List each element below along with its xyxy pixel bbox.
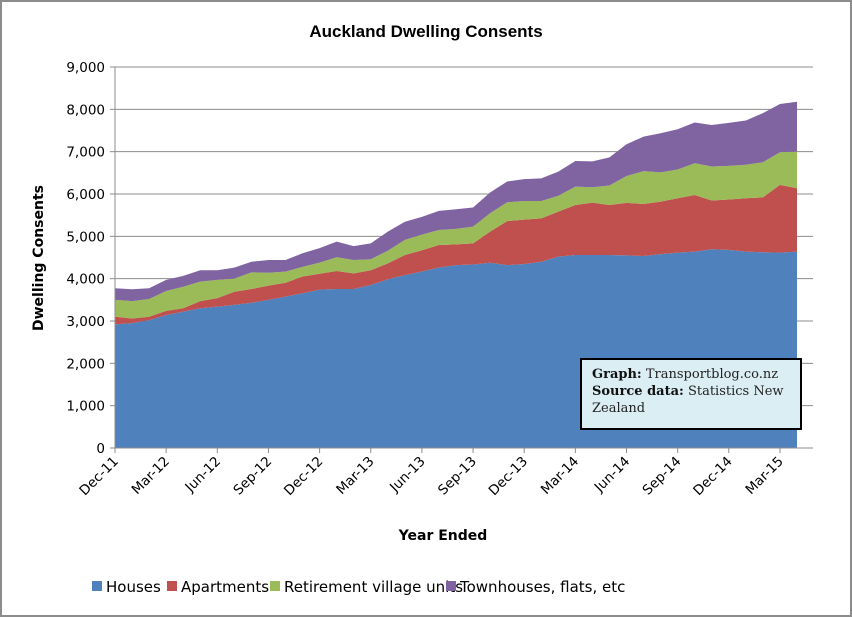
area-retirement-village-units [115, 151, 797, 319]
legend-item: Townhouses, flats, etc [446, 578, 625, 596]
y-tick-labels: 0 1,000 2,000 3,000 4,000 5,000 6,000 7,000 8,00… [66, 60, 115, 457]
legend-item: Retirement village units [270, 578, 463, 596]
y-tick-label: 3,000 [66, 314, 105, 330]
legend-swatch [446, 581, 456, 591]
x-tick-label: Mar-15 [742, 454, 786, 498]
area-townhouses-flats-etc [115, 101, 797, 302]
x-tick-label: Jun-13 [386, 454, 429, 497]
y-tick-label: 1,000 [66, 399, 105, 415]
legend-swatch [92, 581, 102, 591]
source-annotation: Graph: Transportblog.co.nz Source data: … [580, 358, 802, 430]
legend-label: Apartments [181, 578, 269, 596]
x-tick-label: Dec-11 [76, 454, 121, 499]
legend: Houses Apartments Retirement village units… [92, 578, 625, 596]
source-credit: Source data: Statistics New Zealand [592, 383, 790, 417]
legend-label: Retirement village units [284, 578, 463, 596]
y-tick-label: 9,000 [66, 60, 105, 76]
x-tick-label: Mar-14 [538, 454, 582, 498]
area-apartments [115, 184, 797, 325]
x-tick-label: Sep-14 [640, 454, 685, 499]
x-tick-label: Sep-13 [435, 454, 480, 499]
source-credit-label: Source data: [592, 384, 684, 399]
x-tick-labels: Dec-11 Mar-12 Jun-12 Sep-12 Dec-12 Mar-13 Jun-… [76, 448, 787, 499]
chart-title: Auckland Dwelling Consents [309, 22, 542, 41]
x-tick-label: Dec-12 [281, 454, 326, 499]
y-tick-label: 6,000 [66, 187, 105, 203]
legend-label: Houses [106, 578, 161, 596]
y-tick-label: 8,000 [66, 102, 105, 118]
x-tick-label: Dec-13 [486, 454, 531, 499]
y-tick-label: 2,000 [66, 356, 105, 372]
graph-credit-label: Graph: [592, 367, 642, 382]
x-tick-label: Dec-14 [690, 454, 735, 499]
legend-swatch [167, 581, 177, 591]
x-tick-label: Jun-12 [182, 454, 225, 497]
y-tick-label: 5,000 [66, 229, 105, 245]
axes [114, 67, 813, 449]
x-axis-title: Year Ended [398, 528, 488, 544]
y-tick-label: 0 [96, 441, 105, 457]
x-tick-label: Sep-12 [230, 454, 275, 499]
y-axis-title: Dwelling Consents [31, 185, 47, 331]
graph-credit-value: Transportblog.co.nz [645, 367, 779, 382]
graph-credit: Graph: Transportblog.co.nz [592, 366, 790, 383]
legend-label: Townhouses, flats, etc [459, 578, 625, 596]
legend-item: Apartments [167, 578, 269, 596]
legend-item: Houses [92, 578, 161, 596]
legend-swatch [270, 581, 280, 591]
x-tick-label: Mar-13 [333, 454, 377, 498]
source-credit-value: Statistics New Zealand [592, 384, 784, 416]
x-tick-label: Jun-14 [591, 454, 634, 497]
y-tick-label: 7,000 [66, 145, 105, 161]
x-tick-label: Mar-12 [129, 454, 173, 498]
y-tick-label: 4,000 [66, 272, 105, 288]
